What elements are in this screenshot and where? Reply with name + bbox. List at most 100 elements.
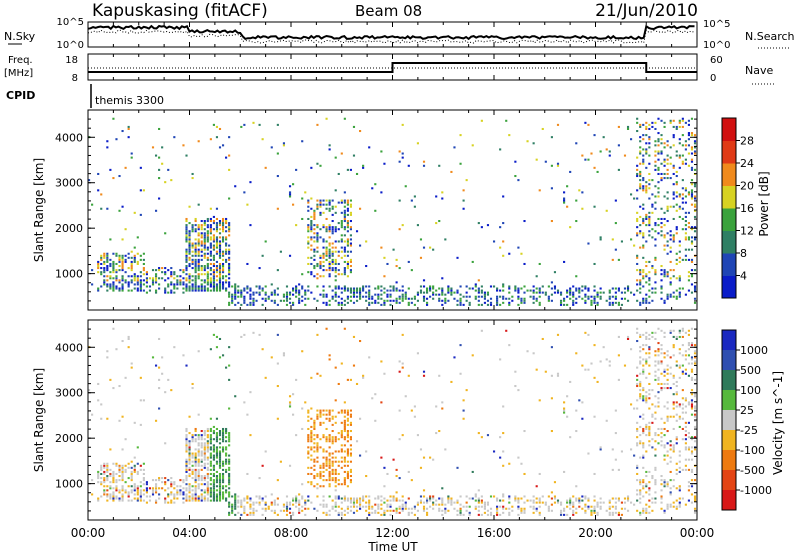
velocity-cell (480, 499, 483, 502)
power-cell (307, 289, 310, 292)
power-cell (133, 283, 136, 286)
velocity-cell (675, 364, 678, 367)
power-cell (246, 287, 249, 290)
power-cell (383, 275, 386, 278)
power-cell (666, 232, 669, 235)
velocity-cell (368, 499, 371, 502)
velocity-cell (161, 356, 164, 359)
power-cell (669, 295, 672, 298)
velocity-cell (343, 483, 346, 486)
power-cell (264, 166, 267, 169)
velocity-cell (669, 448, 672, 451)
velocity-cell (185, 466, 188, 469)
power-cell (97, 267, 100, 270)
velocity-cell (340, 411, 343, 414)
power-cell (133, 273, 136, 276)
power-cell (270, 293, 273, 296)
velocity-cell (285, 509, 289, 512)
velocity-cell (139, 489, 142, 492)
power-cell (322, 240, 325, 243)
velocity-cell (642, 364, 645, 367)
velocity-cell (584, 511, 587, 514)
colorbar-swatch (722, 430, 736, 451)
velocity-cell (164, 442, 167, 445)
velocity-cell (623, 507, 627, 510)
power-cell (185, 267, 188, 270)
velocity-cell (121, 499, 124, 502)
velocity-cell (645, 352, 648, 355)
power-cell (693, 287, 697, 290)
velocity-cell (343, 436, 346, 439)
velocity-cell (380, 456, 383, 459)
velocity-cell (331, 479, 334, 482)
velocity-cell (325, 409, 328, 412)
velocity-cell (340, 511, 343, 514)
velocity-cell (188, 432, 191, 435)
velocity-cell (550, 430, 553, 433)
velocity-cell (115, 462, 118, 465)
power-cell (346, 301, 349, 304)
velocity-cell (228, 491, 231, 494)
power-cell (690, 179, 694, 182)
power-cell (346, 201, 349, 204)
velocity-cell (328, 483, 331, 486)
velocity-cell (672, 479, 675, 482)
power-cell (343, 205, 346, 208)
power-cell (346, 226, 349, 229)
velocity-cell (221, 460, 225, 463)
power-cell (477, 295, 480, 298)
velocity-cell (569, 380, 572, 383)
velocity-cell (355, 497, 359, 500)
power-cell (355, 291, 359, 294)
velocity-cell (499, 499, 502, 502)
power-cell (307, 209, 310, 212)
velocity-cell (212, 444, 215, 447)
power-cell (569, 297, 572, 300)
velocity-cell (188, 446, 191, 449)
velocity-cell (142, 462, 145, 465)
power-cell (188, 285, 191, 288)
power-cell (435, 222, 438, 225)
power-cell (541, 127, 544, 130)
velocity-cell (559, 501, 563, 504)
power-cell (654, 287, 657, 290)
power-cell (228, 281, 231, 284)
power-cell (343, 215, 346, 218)
power-cell (349, 205, 353, 208)
power-cell (599, 297, 602, 300)
velocity-cell (304, 513, 307, 516)
power-cell (346, 289, 349, 292)
velocity-cell (215, 438, 219, 441)
power-cell (690, 160, 694, 163)
power-cell (690, 269, 694, 272)
power-cell (362, 285, 365, 288)
power-cell (675, 295, 678, 298)
power-cell (328, 250, 331, 253)
power-cell (264, 285, 267, 288)
power-cell (200, 240, 203, 243)
velocity-cell (499, 456, 502, 459)
velocity-cell (191, 485, 194, 488)
velocity-cell (185, 448, 188, 451)
velocity-ytick-4000: 4000 (55, 341, 83, 354)
beam-title: Beam 08 (355, 2, 422, 20)
power-cell (225, 156, 228, 159)
power-cell (471, 287, 474, 290)
sky-noise-line (87, 24, 695, 41)
velocity-cell (687, 374, 690, 377)
velocity-cell (191, 436, 194, 439)
velocity-cell (559, 513, 563, 516)
velocity-cell (310, 501, 313, 504)
velocity-cell (343, 423, 346, 426)
power-cell (486, 291, 490, 294)
power-cell (112, 177, 115, 180)
velocity-cell (176, 493, 179, 496)
power-cell (331, 262, 334, 265)
power-cell (203, 279, 206, 282)
velocity-cell (325, 436, 328, 439)
velocity-cell (636, 442, 639, 445)
velocity-cell (465, 505, 468, 508)
velocity-cell (331, 440, 334, 443)
power-cell (307, 246, 310, 249)
power-cell (209, 217, 212, 220)
